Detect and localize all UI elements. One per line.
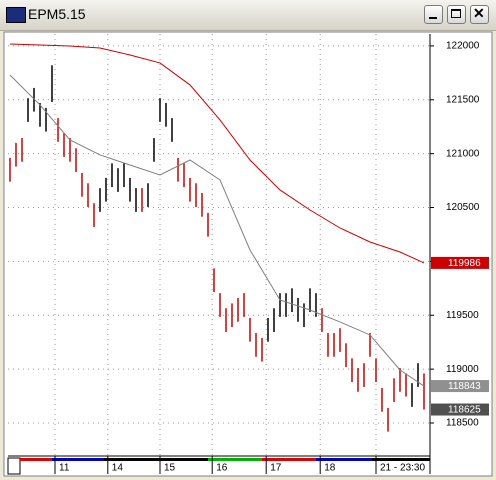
price-flag-label: 119986 xyxy=(448,258,481,269)
y-tick-label: 120500 xyxy=(446,202,480,213)
y-tick-label: 121000 xyxy=(446,148,480,159)
title-bar: EPM5.15 ✕ xyxy=(0,0,496,31)
session-strip xyxy=(262,458,316,461)
session-strip xyxy=(208,458,262,461)
session-strip xyxy=(372,458,430,461)
price-flag xyxy=(431,256,489,269)
session-strip xyxy=(52,458,104,461)
session-strip xyxy=(20,458,52,461)
moving-average xyxy=(9,43,425,264)
y-tick-label: 119000 xyxy=(446,364,479,375)
close-button[interactable]: ✕ xyxy=(470,5,489,24)
price-flag xyxy=(431,380,489,393)
x-tick-label: 18 xyxy=(324,463,336,474)
price-flag-label: 118625 xyxy=(448,405,481,416)
y-tick-label: 121500 xyxy=(446,94,480,105)
y-tick-label: 119500 xyxy=(446,310,479,321)
x-tick-label: 17 xyxy=(270,463,282,474)
minimize-button[interactable] xyxy=(424,5,443,24)
session-strip xyxy=(316,458,372,461)
maximize-button[interactable] xyxy=(447,5,466,24)
moving-average xyxy=(9,74,425,387)
y-tick-label: 122000 xyxy=(446,41,480,52)
corner-box xyxy=(7,457,21,475)
y-tick-label: 118500 xyxy=(446,418,479,429)
x-tick-label: 14 xyxy=(112,463,124,474)
x-tick-label: 21 - 23:30 xyxy=(380,463,425,474)
session-strip xyxy=(104,458,208,461)
window-title: EPM5.15 xyxy=(28,6,86,22)
x-tick-label: 15 xyxy=(164,463,176,474)
chart: 1185001190001195001200001205001210001215… xyxy=(3,31,493,477)
x-tick-label: 11 xyxy=(59,463,70,474)
app-icon xyxy=(6,7,26,23)
x-tick-label: 16 xyxy=(216,463,228,474)
chart-frame xyxy=(3,31,493,477)
price-flag-label: 118843 xyxy=(448,381,481,392)
price-flag xyxy=(431,403,489,416)
